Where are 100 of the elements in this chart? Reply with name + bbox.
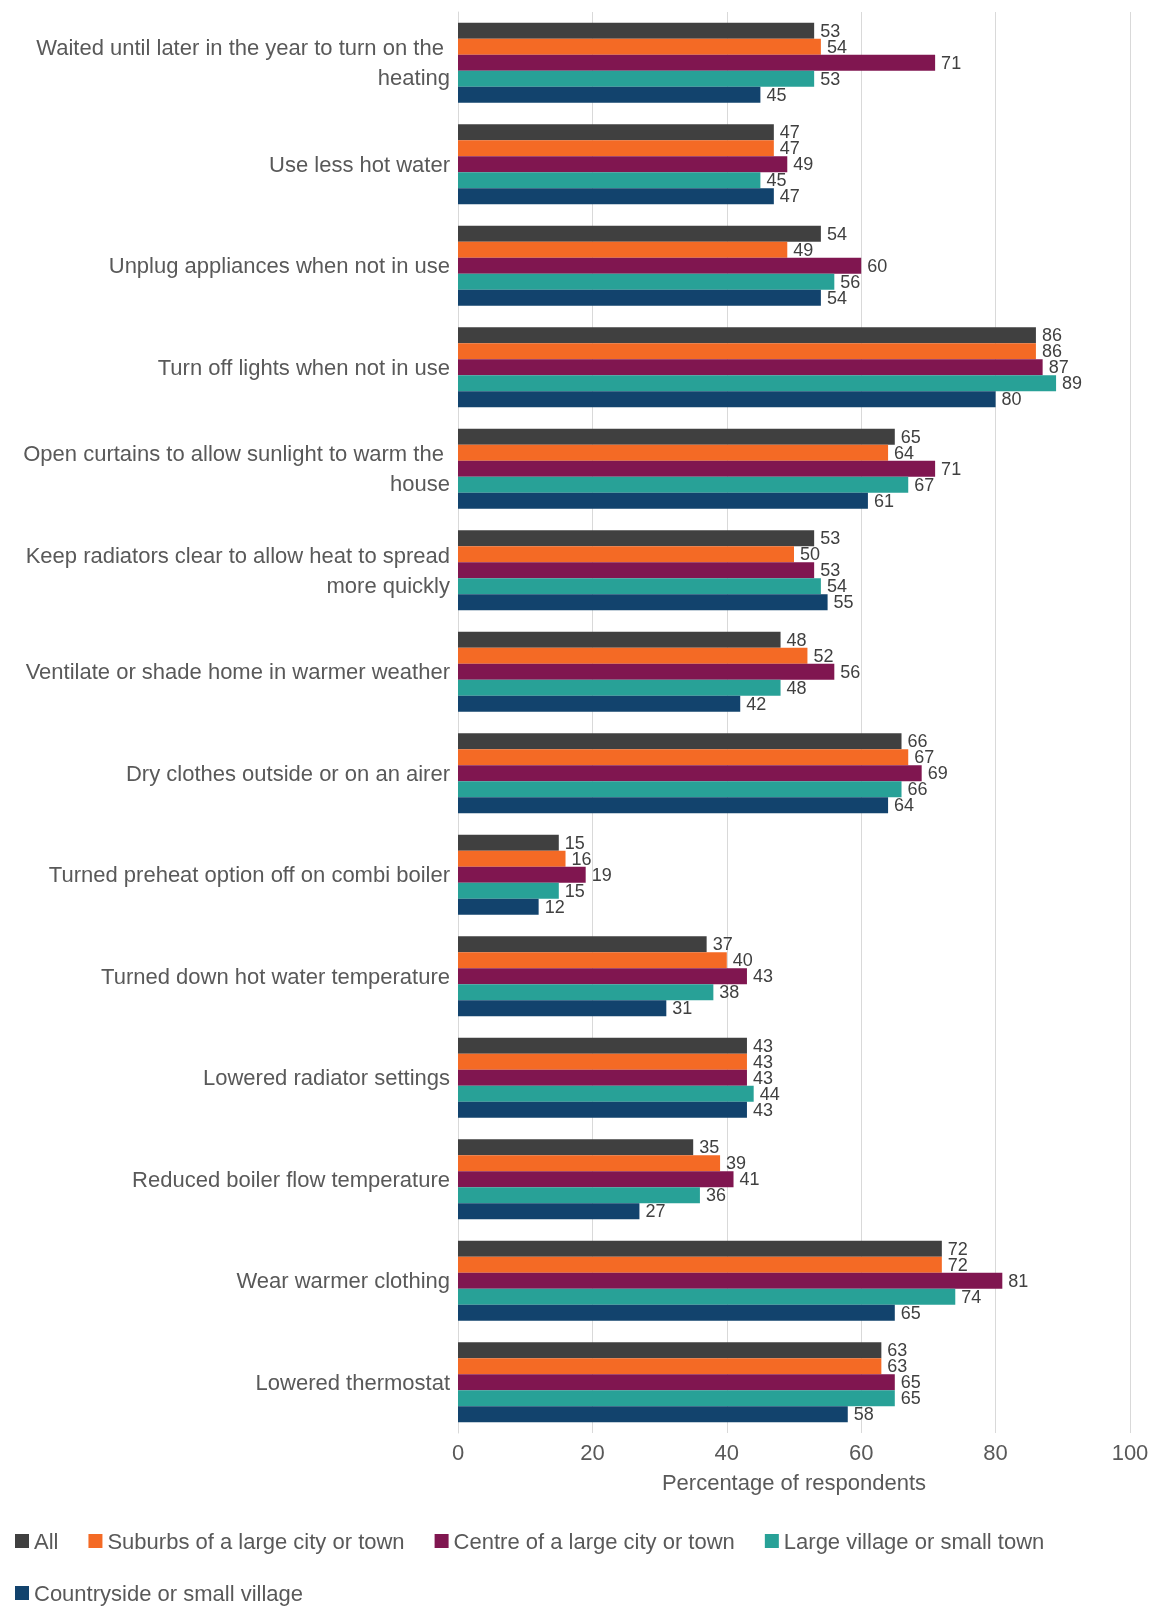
data-label: 37 xyxy=(712,934,733,955)
bar xyxy=(458,359,1043,376)
bar xyxy=(458,1037,747,1054)
bar xyxy=(458,679,781,696)
bar xyxy=(458,476,909,493)
data-label: 81 xyxy=(1008,1270,1029,1291)
data-label: 65 xyxy=(900,1302,921,1323)
x-tick-label: 0 xyxy=(451,1439,465,1465)
bar xyxy=(458,257,862,274)
data-label: 19 xyxy=(591,864,612,885)
data-label: 56 xyxy=(840,661,861,682)
bar xyxy=(458,663,835,680)
y-tick-label: Wear warmer clothing xyxy=(236,1268,450,1294)
bar xyxy=(458,225,821,242)
bar xyxy=(458,1203,640,1220)
data-label: 89 xyxy=(1062,373,1083,394)
data-label: 71 xyxy=(941,52,962,73)
data-label: 40 xyxy=(732,950,753,971)
legend-label: All xyxy=(34,1528,59,1554)
bar xyxy=(458,1171,734,1188)
data-label: 38 xyxy=(719,982,740,1003)
y-tick-label: Lowered radiator settings xyxy=(202,1065,450,1091)
bar xyxy=(458,1390,895,1407)
bar xyxy=(458,936,707,953)
bar xyxy=(458,375,1057,392)
bar xyxy=(458,1240,942,1257)
data-label: 60 xyxy=(867,255,888,276)
data-label: 54 xyxy=(826,223,847,244)
y-tick-label: Turn off lights when not in use xyxy=(157,354,450,380)
bar xyxy=(458,797,889,814)
data-label: 48 xyxy=(786,677,807,698)
y-tick-label: Turned preheat option off on combi boiler xyxy=(48,862,450,888)
bar xyxy=(458,984,714,1001)
bar xyxy=(458,140,774,157)
y-tick-label: Reduced boiler flow temperature xyxy=(132,1166,450,1192)
bar xyxy=(458,1288,956,1305)
bar xyxy=(458,1342,882,1359)
x-tick-label: 60 xyxy=(848,1439,874,1465)
data-label: 48 xyxy=(786,629,807,650)
bar xyxy=(458,1272,1003,1289)
bar xyxy=(458,1374,895,1391)
data-label: 71 xyxy=(941,458,962,479)
data-label: 58 xyxy=(853,1404,874,1425)
y-tick-label: Unplug appliances when not in use xyxy=(108,253,450,279)
bar xyxy=(458,594,828,611)
bar xyxy=(458,834,559,851)
bar xyxy=(458,631,781,648)
bar xyxy=(458,1358,882,1375)
data-label: 49 xyxy=(793,154,814,175)
data-label: 49 xyxy=(793,239,814,260)
y-tick-label: Ventilate or shade home in warmer weather xyxy=(25,659,450,685)
data-label: 36 xyxy=(705,1185,726,1206)
data-label: 52 xyxy=(813,645,834,666)
bar xyxy=(458,492,868,509)
y-tick-label: Waited until later in the year to turn on the heating xyxy=(36,35,450,91)
bar xyxy=(458,882,559,899)
data-label: 74 xyxy=(961,1286,982,1307)
bar xyxy=(458,1256,942,1273)
bar xyxy=(458,546,794,563)
data-label: 15 xyxy=(564,880,585,901)
bar xyxy=(458,695,741,712)
bar xyxy=(458,1187,700,1204)
x-tick-label: 80 xyxy=(983,1439,1008,1465)
bar xyxy=(458,343,1036,360)
x-tick-label: 100 xyxy=(1111,1439,1149,1465)
bar xyxy=(458,327,1036,344)
data-label: 12 xyxy=(544,896,565,917)
data-label: 64 xyxy=(894,795,915,816)
bar xyxy=(458,578,821,595)
data-label: 65 xyxy=(900,1388,921,1409)
data-label: 80 xyxy=(1001,389,1022,410)
bar xyxy=(458,866,586,883)
legend-label: Centre of a large city or town xyxy=(453,1528,735,1554)
bar xyxy=(458,289,821,306)
data-label: 45 xyxy=(766,84,787,105)
bar xyxy=(458,1304,895,1321)
bar xyxy=(458,86,761,103)
y-tick-label: Lowered thermostat xyxy=(255,1369,450,1395)
bar xyxy=(458,124,774,141)
bar xyxy=(458,54,936,71)
bar xyxy=(458,22,815,39)
bar xyxy=(458,391,996,408)
bar xyxy=(458,172,761,189)
x-tick-label: 40 xyxy=(714,1439,740,1465)
data-label: 53 xyxy=(820,68,841,89)
data-label: 43 xyxy=(752,966,773,987)
data-label: 35 xyxy=(699,1137,720,1158)
y-tick-label: Keep radiators clear to allow heat to spread more quickly xyxy=(25,542,450,598)
bar xyxy=(458,968,747,985)
bar xyxy=(458,1000,667,1017)
data-label: 53 xyxy=(820,528,841,549)
data-label: 61 xyxy=(873,490,894,511)
legend-label: Countryside or small village xyxy=(34,1580,303,1606)
data-label: 47 xyxy=(779,186,800,207)
x-tick-label: 20 xyxy=(580,1439,605,1465)
bar xyxy=(458,1155,721,1172)
bar xyxy=(458,647,808,664)
data-label: 55 xyxy=(833,592,854,613)
bar xyxy=(458,749,909,766)
bar xyxy=(458,38,821,55)
